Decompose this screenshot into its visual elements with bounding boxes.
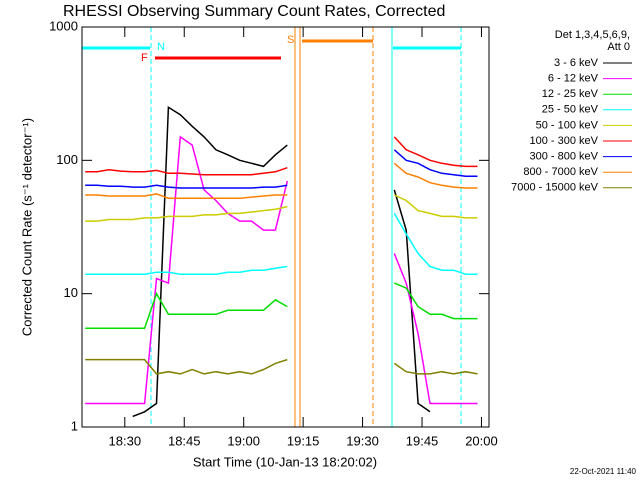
flag-label: N xyxy=(157,41,165,53)
y-tick-label: 10 xyxy=(64,285,78,300)
flag-bars xyxy=(81,27,462,427)
y-tick-label: 1000 xyxy=(49,18,78,33)
series-line xyxy=(85,194,478,222)
series-line xyxy=(85,358,478,375)
y-axis-title: Corrected Count Rate (s⁻¹ detector⁻¹) xyxy=(19,118,34,336)
legend-label: 6 - 12 keV xyxy=(548,73,599,85)
legend-label: 3 - 6 keV xyxy=(554,57,599,69)
legend-label: 12 - 25 keV xyxy=(542,88,599,100)
series-line xyxy=(85,149,478,189)
x-tick-label: 18:45 xyxy=(168,433,201,448)
timestamp: 22-Oct-2021 11:40 xyxy=(570,467,637,476)
y-tick-label: 100 xyxy=(56,152,78,167)
series-line xyxy=(85,213,478,275)
legend-label: 800 - 7000 keV xyxy=(523,166,598,178)
series-line xyxy=(85,136,478,176)
x-tick-label: 19:30 xyxy=(346,433,379,448)
legend-label: 50 - 100 keV xyxy=(536,119,599,131)
chart-title: RHESSI Observing Summary Count Rates, Co… xyxy=(63,3,445,20)
flag-label: F xyxy=(141,52,148,64)
x-tick-label: 20:00 xyxy=(465,433,498,448)
legend-label: 100 - 300 keV xyxy=(530,135,599,147)
legend-label: 7000 - 15000 keV xyxy=(511,182,599,194)
plot-frame xyxy=(81,26,490,428)
series-line xyxy=(85,162,478,199)
legend-title: Det 1,3,4,5,6,9, xyxy=(555,29,630,41)
x-tick-label: 19:15 xyxy=(287,433,320,448)
series-line xyxy=(132,105,431,418)
legend-label: 300 - 800 keV xyxy=(530,151,599,163)
series-line xyxy=(85,282,478,330)
x-tick-label: 19:00 xyxy=(227,433,260,448)
x-tick-label: 18:30 xyxy=(109,433,142,448)
legend-title: Att 0 xyxy=(607,41,630,53)
x-axis-title: Start Time (10-Jan-13 18:20:02) xyxy=(193,454,377,469)
legend-label: 25 - 50 keV xyxy=(542,104,599,116)
flag-label: S xyxy=(287,34,294,46)
y-tick-label: 1 xyxy=(71,418,78,433)
x-tick-label: 19:45 xyxy=(406,433,439,448)
